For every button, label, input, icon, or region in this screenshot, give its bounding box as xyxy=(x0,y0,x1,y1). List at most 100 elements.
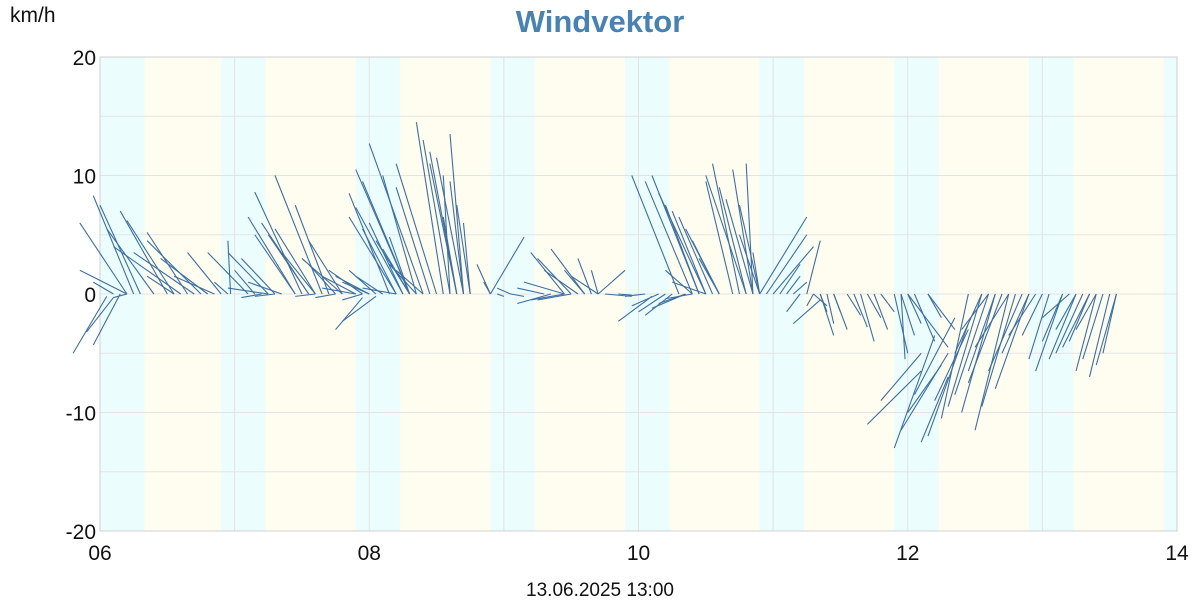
wind-vector xyxy=(388,236,411,295)
wind-vector xyxy=(496,293,505,297)
wind-vector xyxy=(1055,293,1077,330)
wind-vector xyxy=(341,295,377,322)
wind-vector xyxy=(988,293,1023,372)
wind-vector xyxy=(483,281,491,295)
wind-vector xyxy=(489,236,525,295)
wind-vector xyxy=(146,240,202,295)
wind-vector xyxy=(792,281,808,295)
wind-vector xyxy=(99,204,141,295)
wind-vector xyxy=(913,293,936,342)
wind-vector xyxy=(1068,293,1090,342)
wind-vector xyxy=(247,216,296,295)
wind-vector xyxy=(866,370,922,425)
wind-vector xyxy=(72,296,108,354)
wind-vector xyxy=(227,240,232,295)
wind-vector xyxy=(368,222,404,295)
wind-vector xyxy=(907,293,922,324)
wind-vector xyxy=(1041,293,1064,342)
wind-vector xyxy=(510,293,525,297)
wind-vector xyxy=(395,163,438,295)
wind-vector xyxy=(315,293,336,299)
wind-vector xyxy=(79,222,128,295)
wind-vector xyxy=(1048,293,1077,360)
wind-vector xyxy=(523,281,565,295)
wind-vector xyxy=(133,252,195,295)
wind-vector xyxy=(954,293,990,395)
wind-vector xyxy=(550,248,586,295)
wind-vector xyxy=(240,258,276,295)
wind-vector xyxy=(207,252,249,295)
wind-vector xyxy=(1021,293,1043,336)
wind-vector xyxy=(294,204,330,295)
wind-vector xyxy=(281,252,316,295)
wind-vector xyxy=(92,293,121,346)
wind-vector xyxy=(866,293,882,318)
wind-vectors xyxy=(72,122,1117,449)
wind-vector xyxy=(308,264,337,295)
y-tick-label: -20 xyxy=(66,521,96,544)
wind-vector xyxy=(543,269,579,295)
wind-vector xyxy=(967,293,996,372)
wind-vector xyxy=(1028,293,1050,360)
wind-vector xyxy=(1075,293,1097,372)
wind-vector xyxy=(254,191,303,295)
wind-vector xyxy=(274,175,323,295)
wind-vector xyxy=(880,293,895,313)
wind-vector xyxy=(927,293,942,318)
wind-vector xyxy=(961,293,996,413)
wind-vector xyxy=(846,293,862,316)
wind-vector xyxy=(187,252,222,295)
wind-vector xyxy=(126,220,175,295)
wind-vector xyxy=(994,293,1030,389)
wind-vector xyxy=(241,293,262,299)
wind-vector xyxy=(853,293,868,328)
wind-vector xyxy=(1088,293,1111,378)
wind-vector xyxy=(322,287,356,295)
wind-vector xyxy=(779,264,801,295)
wind-vector xyxy=(671,281,706,295)
wind-vector xyxy=(517,293,552,305)
wind-vector xyxy=(267,234,310,295)
y-axis-unit-label: km/h xyxy=(10,4,56,27)
wind-vector xyxy=(456,205,471,295)
wind-vector xyxy=(712,163,741,295)
wind-vector xyxy=(624,293,646,297)
x-tick-label: 06 xyxy=(88,542,111,565)
wind-vector xyxy=(247,281,282,295)
wind-vector xyxy=(227,287,269,295)
wind-vector xyxy=(1035,293,1064,372)
wind-vector xyxy=(335,297,363,330)
wind-vector xyxy=(644,293,673,316)
wind-vector xyxy=(449,133,465,295)
wind-vector xyxy=(362,228,397,295)
wind-vector xyxy=(92,281,114,295)
wind-vector xyxy=(913,317,956,395)
wind-vector xyxy=(1075,293,1097,330)
wind-vector xyxy=(106,228,155,295)
wind-vector xyxy=(732,169,754,295)
wind-vector xyxy=(113,246,182,295)
wind-vector xyxy=(934,329,969,401)
wind-vector xyxy=(1008,293,1037,336)
wind-vector xyxy=(873,293,889,330)
wind-vector xyxy=(765,234,808,295)
wind-vector xyxy=(442,216,458,295)
wind-vector xyxy=(880,352,922,402)
wind-vector xyxy=(537,293,572,301)
wind-vector xyxy=(900,293,906,360)
wind-vector xyxy=(806,293,814,307)
x-tick-label: 12 xyxy=(896,542,919,565)
wind-vector xyxy=(274,228,316,295)
wind-vector xyxy=(146,275,175,295)
wind-vector xyxy=(429,163,458,295)
wind-vector xyxy=(295,293,316,297)
wind-vector xyxy=(382,175,417,295)
wind-vector xyxy=(665,293,693,300)
wind-vector xyxy=(961,293,989,330)
wind-vector xyxy=(738,234,761,295)
wind-vector xyxy=(415,122,444,295)
y-tick-label: 10 xyxy=(73,166,96,189)
wind-vector xyxy=(786,293,801,313)
wind-vector xyxy=(907,364,942,413)
wind-vector xyxy=(819,293,835,336)
